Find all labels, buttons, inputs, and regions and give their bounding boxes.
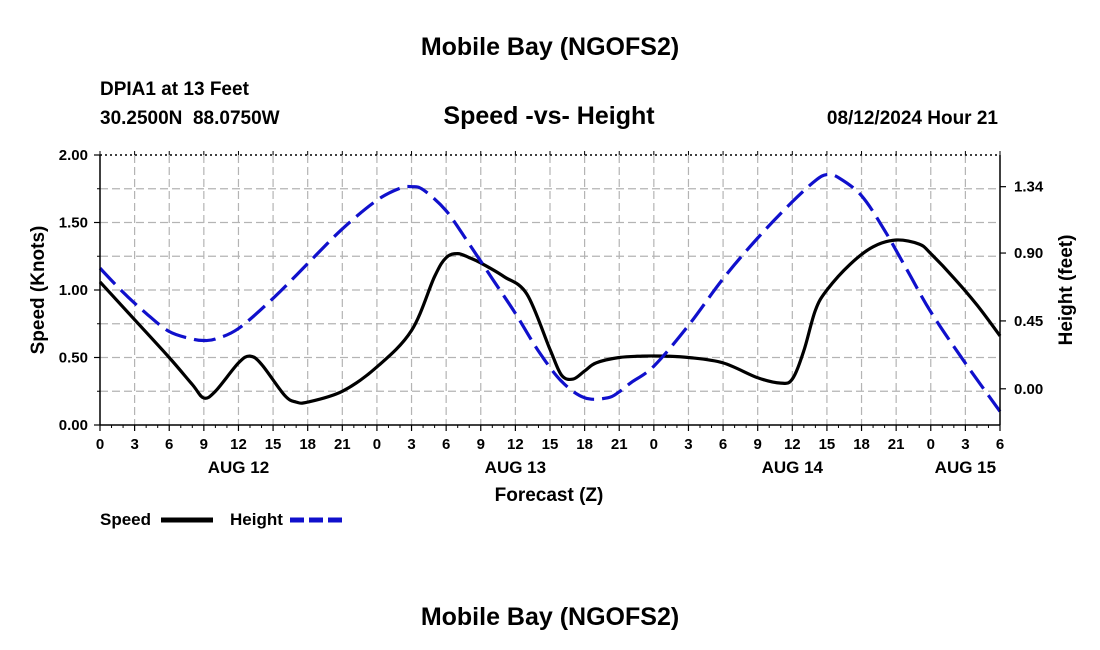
x-day-label: AUG 14	[762, 458, 824, 477]
tick-group: 0 3 6 9 12 15 18 21 0 3 6 9 12 15 18 21 0 3 6 9 12 15 18 21 0 3 6A…	[59, 147, 1044, 477]
x-tick-label: 15	[265, 436, 282, 453]
x-tick-label: 12	[507, 436, 524, 453]
x-tick-label: 3	[961, 436, 969, 453]
x-tick-label: 0	[650, 436, 658, 453]
x-tick-label: 9	[477, 436, 485, 453]
y-tick-label-right: 0.90	[1014, 245, 1043, 262]
x-tick-label: 0	[373, 436, 381, 453]
x-tick-label: 6	[442, 436, 450, 453]
series-group	[98, 172, 1002, 413]
date-label: 08/12/2024 Hour 21	[827, 108, 999, 129]
legend-speed-label: Speed	[100, 510, 151, 529]
x-tick-label: 0	[927, 436, 935, 453]
coords-label: 30.2500N 88.0750W	[100, 108, 280, 129]
x-tick-label: 15	[819, 436, 836, 453]
x-tick-label: 18	[853, 436, 870, 453]
y-tick-label-left: 1.50	[59, 215, 88, 232]
x-tick-label: 12	[784, 436, 801, 453]
x-tick-label: 21	[888, 436, 905, 453]
y-tick-label-right: 0.00	[1014, 381, 1043, 398]
y-tick-label-left: 0.00	[59, 417, 88, 434]
x-tick-label: 18	[576, 436, 593, 453]
x-tick-label: 21	[611, 436, 628, 453]
y-axis-title-left: Speed (Knots)	[28, 226, 49, 355]
y-tick-label-right: 0.45	[1014, 313, 1043, 330]
series-line-speed	[98, 238, 1002, 405]
x-tick-label: 6	[996, 436, 1004, 453]
x-tick-label: 6	[165, 436, 173, 453]
x-day-label: AUG 13	[485, 458, 546, 477]
y-axis-title-right: Height (feet)	[1056, 235, 1077, 346]
legend-height-label: Height	[230, 510, 283, 529]
x-tick-label: 9	[200, 436, 208, 453]
x-tick-label: 9	[754, 436, 762, 453]
footer-title: Mobile Bay (NGOFS2)	[421, 603, 679, 631]
series-line-height	[98, 172, 1002, 413]
x-day-label: AUG 15	[935, 458, 996, 477]
x-tick-label: 3	[684, 436, 692, 453]
grid	[100, 155, 1000, 425]
x-tick-label: 18	[299, 436, 316, 453]
y-tick-label-right: 1.34	[1014, 179, 1044, 196]
page-title: Mobile Bay (NGOFS2)	[421, 33, 679, 61]
x-tick-label: 0	[96, 436, 104, 453]
x-tick-label: 3	[130, 436, 138, 453]
x-tick-label: 12	[230, 436, 247, 453]
y-tick-label-left: 1.00	[59, 282, 88, 299]
legend: Speed Height	[100, 510, 343, 529]
station-label: DPIA1 at 13 Feet	[100, 79, 250, 100]
y-tick-label-left: 0.50	[59, 350, 88, 367]
x-tick-label: 15	[542, 436, 559, 453]
y-tick-label-left: 2.00	[59, 147, 88, 164]
x-tick-label: 21	[334, 436, 351, 453]
x-tick-label: 3	[407, 436, 415, 453]
x-day-label: AUG 12	[208, 458, 269, 477]
x-axis-title: Forecast (Z)	[495, 485, 604, 506]
chart-title: Speed -vs- Height	[443, 102, 655, 130]
x-tick-label: 6	[719, 436, 727, 453]
